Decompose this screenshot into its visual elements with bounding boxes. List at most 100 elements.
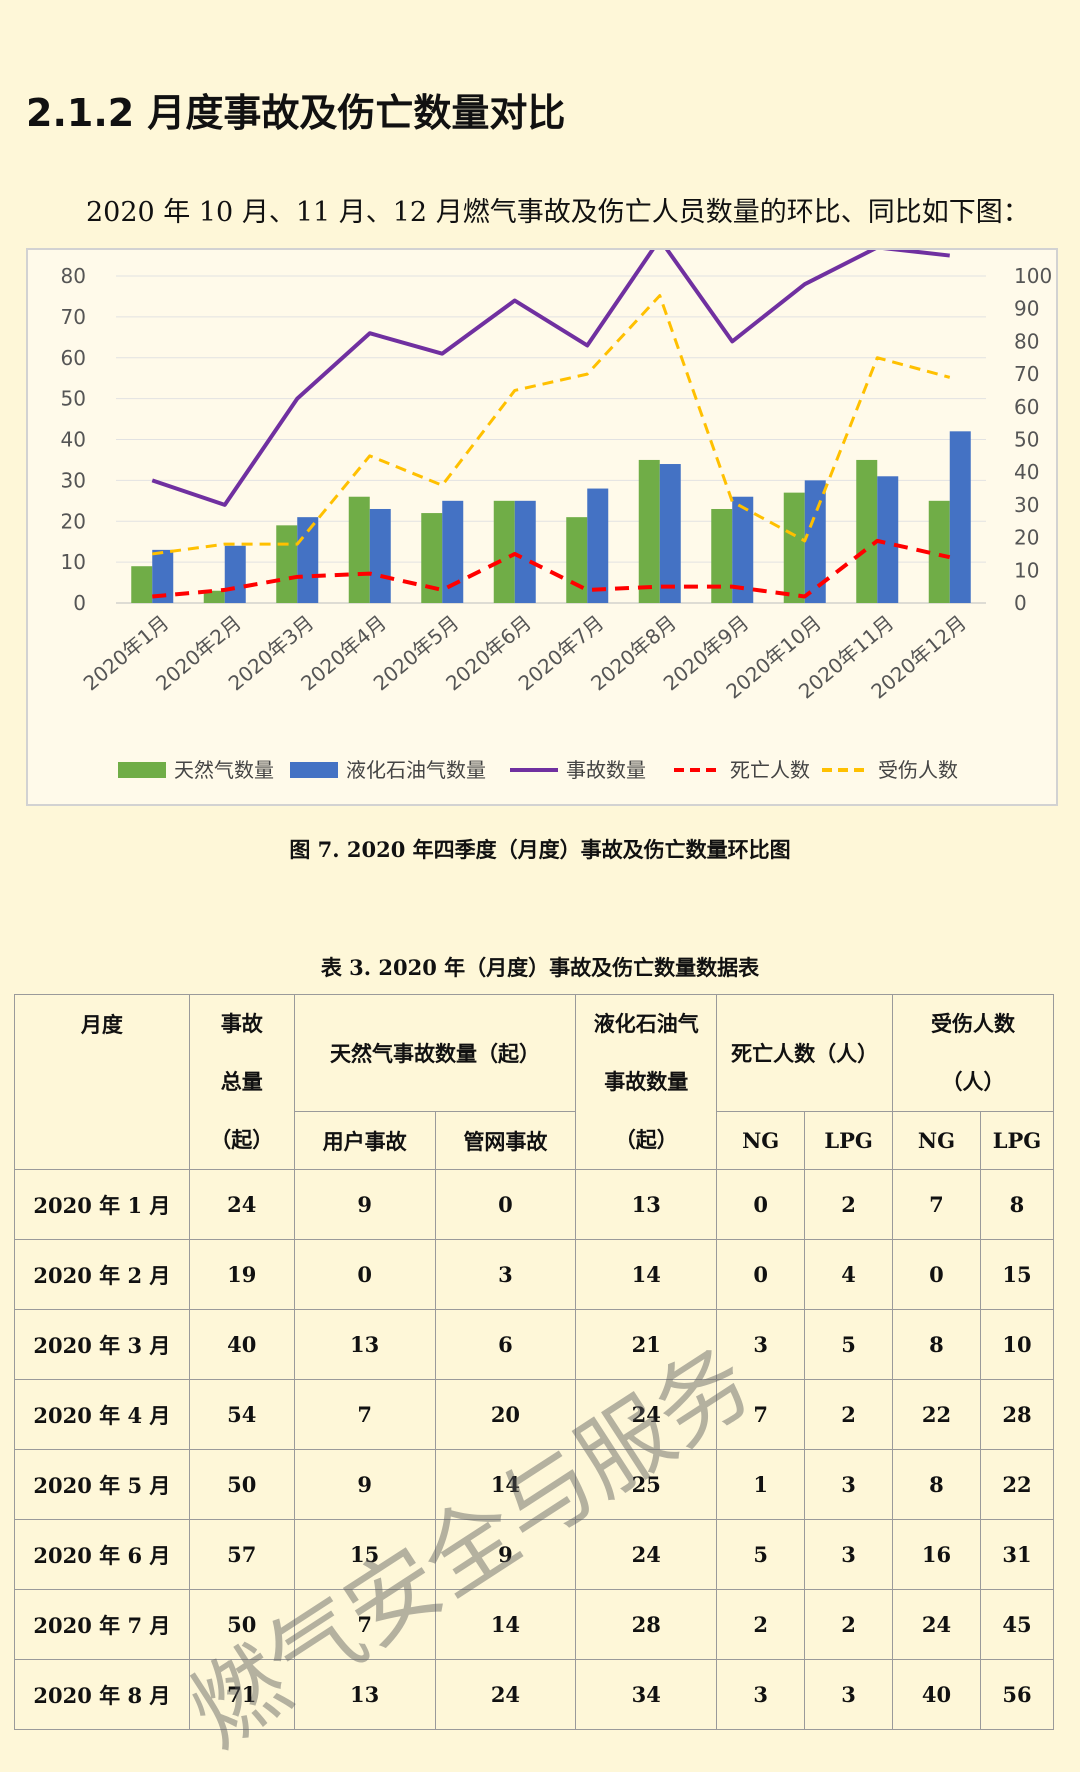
table-cell: 24 [188, 1169, 295, 1240]
table-cell: 16 [892, 1519, 981, 1590]
table-cell: 4 [804, 1239, 894, 1310]
y2-tick-label: 60 [1014, 395, 1039, 419]
chart-container: 0 10 20 30 40 50 60 70 80 0 10 20 30 40 50 60 70 80 90 100 2… [26, 248, 1058, 806]
table-cell: 13 [293, 1309, 436, 1380]
table-cell: 2020 年 6 月 [14, 1519, 190, 1590]
table-cell: 9 [434, 1519, 577, 1590]
header-month: 月度 [14, 994, 190, 1170]
table-cell: 7 [293, 1589, 436, 1660]
table-cell: 34 [575, 1659, 718, 1730]
table-cell: 24 [575, 1379, 718, 1450]
header-deaths-lpg: LPG [804, 1111, 894, 1170]
table-cell: 0 [434, 1169, 577, 1240]
bar-lpg [442, 500, 464, 603]
table-cell: 0 [716, 1169, 806, 1240]
table-row: 2020 年 4 月 54 7 20 24 7 2 22 28 [14, 1379, 1055, 1450]
table-cell: 2020 年 7 月 [14, 1589, 190, 1660]
bar-ng [493, 500, 515, 603]
table-cell: 50 [188, 1449, 295, 1520]
table-cell: 40 [892, 1659, 981, 1730]
header-injuries-ng: NG [892, 1111, 981, 1170]
y2-tick-label: 10 [1014, 558, 1039, 582]
y-tick-label: 30 [61, 468, 86, 492]
table-cell: 24 [434, 1659, 577, 1730]
table-cell: 0 [892, 1239, 981, 1310]
table-row: 2020 年 6 月 57 15 9 24 5 3 16 31 [14, 1519, 1055, 1590]
table-row: 2020 年 2 月 19 0 3 14 0 4 0 15 [14, 1239, 1055, 1310]
bar-lpg [877, 476, 899, 603]
table-cell: 8 [892, 1309, 981, 1380]
y2-tick-label: 40 [1014, 460, 1039, 484]
header-total-line2: 总量 [220, 1069, 263, 1094]
bar-lpg [659, 464, 681, 603]
bar-lpg [587, 488, 609, 603]
legend-label: 事故数量 [566, 758, 646, 782]
table-cell: 2 [716, 1589, 806, 1660]
table-cell: 5 [716, 1519, 806, 1590]
table-cell: 1 [716, 1449, 806, 1520]
bar-ng [348, 496, 370, 603]
bar-ng [131, 566, 153, 603]
accident-data-table: 月度 事故 总量 （起） 天然气事故数量（起） 液化石油气 事故数量 （起） 死… [14, 994, 1055, 1730]
table-row: 2020 年 7 月 50 7 14 28 2 2 24 45 [14, 1589, 1055, 1660]
legend-swatch [118, 762, 166, 778]
legend-label: 液化石油气数量 [346, 758, 486, 782]
bar-ng [638, 459, 660, 603]
table-cell: 2 [804, 1379, 894, 1450]
table-cell: 8 [979, 1169, 1055, 1240]
header-ng-accidents: 天然气事故数量（起） [293, 994, 577, 1112]
table-row: 2020 年 3 月 40 13 6 21 3 5 8 10 [14, 1309, 1055, 1380]
table-cell: 25 [575, 1449, 718, 1520]
y2-tick-label: 30 [1014, 493, 1039, 517]
table-cell: 71 [188, 1659, 295, 1730]
y2-tick-label: 20 [1014, 526, 1039, 550]
table-cell: 56 [979, 1659, 1055, 1730]
bar-ng [276, 525, 298, 603]
header-lpg-line3: （起） [614, 1127, 678, 1152]
table-cell: 13 [575, 1169, 718, 1240]
table-cell: 14 [434, 1589, 577, 1660]
table-cell: 3 [804, 1519, 894, 1590]
y-tick-label: 60 [61, 346, 86, 370]
table-cell: 0 [293, 1239, 436, 1310]
bar-ng [928, 500, 950, 603]
table-cell: 14 [434, 1449, 577, 1520]
header-total: 事故 总量 （起） [188, 994, 295, 1170]
header-lpg-line1: 液化石油气 [593, 1011, 699, 1036]
bar-ng [783, 492, 805, 603]
header-deaths-ng: NG [716, 1111, 806, 1170]
table-cell: 19 [188, 1239, 295, 1310]
header-pipe-accidents: 管网事故 [434, 1111, 577, 1170]
y-tick-label: 20 [61, 509, 86, 533]
bar-lpg [804, 480, 826, 603]
table-caption: 表 3. 2020 年（月度）事故及伤亡数量数据表 [320, 955, 760, 980]
table-cell: 8 [892, 1449, 981, 1520]
table-cell: 3 [804, 1449, 894, 1520]
series-line-3 [152, 538, 951, 599]
table-cell: 5 [804, 1309, 894, 1380]
header-user-accidents: 用户事故 [293, 1111, 436, 1170]
legend-label: 天然气数量 [174, 758, 274, 782]
legend-label: 死亡人数 [730, 758, 810, 782]
bar-lpg [732, 496, 754, 603]
bar-ng [203, 590, 225, 603]
section-heading: 2.1.2 月度事故及伤亡数量对比 [26, 91, 566, 135]
header-total-line3: （起） [210, 1127, 274, 1152]
bar-lpg [949, 431, 971, 603]
bar-ng [711, 508, 733, 603]
table-cell: 24 [892, 1589, 981, 1660]
table-cell: 2020 年 8 月 [14, 1659, 190, 1730]
bar-lpg [152, 549, 174, 603]
bar-ng [421, 513, 443, 603]
intro-paragraph: 2020 年 10 月、11 月、12 月燃气事故及伤亡人员数量的环比、同比如下… [86, 197, 1030, 228]
bar-lpg [224, 545, 246, 603]
header-deaths: 死亡人数（人） [716, 994, 894, 1112]
table-cell: 14 [575, 1239, 718, 1310]
table-row: 2020 年 5 月 50 9 14 25 1 3 8 22 [14, 1449, 1055, 1520]
bar-ng [856, 459, 878, 603]
table-cell: 40 [188, 1309, 295, 1380]
y-tick-label: 50 [61, 387, 86, 411]
table-cell: 6 [434, 1309, 577, 1380]
y-tick-label: 70 [61, 305, 86, 329]
table-cell: 22 [892, 1379, 981, 1450]
